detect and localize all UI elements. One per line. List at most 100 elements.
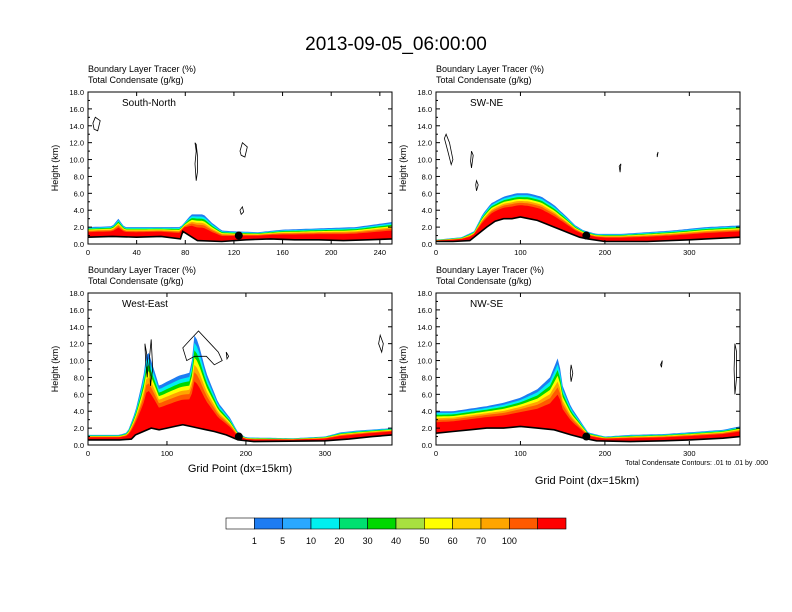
panel-title: SW-NE [470,98,503,109]
colorbar-label: 100 [502,536,517,546]
colorbar-box [367,517,397,530]
condensate-contour [149,339,154,386]
y-tick-label: 18.0 [417,88,432,97]
plot-frame [87,91,393,245]
y-axis-label: Height (km) [398,145,408,192]
y-axis-label: Height (km) [398,346,408,393]
tracer-band-6 [88,225,392,242]
x-tick-label: 120 [228,248,241,257]
x-tick-label: 0 [86,248,90,257]
colorbar-box [480,517,510,530]
colorbar-label: 70 [476,536,486,546]
y-tick-label: 0.0 [74,441,84,450]
condensate-contour [92,116,101,132]
y-tick-label: 8.0 [422,373,432,382]
condensate-contour [182,330,223,366]
y-tick-label: 18.0 [69,289,84,298]
y-tick-label: 4.0 [74,407,84,416]
y-tick-label: 10.0 [69,357,84,366]
condensate-contour [144,343,149,378]
y-tick-label: 18.0 [417,289,432,298]
colorbar-label: 50 [419,536,429,546]
fill-field-label: Boundary Layer Tracer (%) [436,64,544,74]
colorbar-box [509,517,538,530]
y-tick-label: 12.0 [69,139,84,148]
y-axis-label: Height (km) [50,346,60,393]
tracer-band-6 [436,394,740,442]
panel-nw-se: 0.0 2.0 4.0 6.0 8.0 10.0 12.0 14.0 16.0 18.0 0 100 2… [398,265,741,458]
x-axis-label-left: Grid Point (dx=15km) [188,463,292,475]
colorbar-box [225,517,255,530]
colorbar-box [537,517,567,530]
y-tick-label: 8.0 [74,172,84,181]
colorbar-box [424,517,453,530]
colorbar-box [282,517,312,530]
x-tick-label: 200 [325,248,338,257]
tracer-band-1 [436,364,740,442]
contour-note: Total Condensate Contours: .01 to .01 by… [625,460,768,467]
y-tick-label: 10.0 [69,156,84,165]
contour-field-label: Total Condensate (g/kg) [436,276,532,286]
x-tick-label: 300 [683,248,696,257]
panel-title: West-East [122,299,168,310]
tracer-band-2 [436,370,740,442]
contour-field-label: Total Condensate (g/kg) [436,75,532,85]
colorbar-label: 5 [280,536,285,546]
y-tick-label: 14.0 [69,122,84,131]
contour-field-label: Total Condensate (g/kg) [88,276,184,286]
figure-title: 2013-09-05_06:00:00 [305,34,487,55]
x-tick-label: 40 [132,248,140,257]
colorbar-label: 10 [306,536,316,546]
condensate-contour [225,351,230,361]
y-tick-label: 2.0 [422,424,432,433]
y-axis-label: Height (km) [50,145,60,192]
y-tick-label: 12.0 [417,340,432,349]
y-tick-label: 8.0 [74,373,84,382]
x-tick-label: 80 [181,248,189,257]
x-tick-label: 100 [161,449,174,458]
x-tick-label: 160 [276,248,289,257]
y-tick-label: 0.0 [422,441,432,450]
tracer-band-6 [88,381,392,442]
terrain-line [88,423,392,443]
location-marker [234,432,243,441]
x-tick-label: 100 [514,449,527,458]
location-marker [582,231,591,240]
panel-south-north: 0.0 2.0 4.0 6.0 8.0 10.0 12.0 14.0 16.0 18.0 0 40 80… [50,64,393,257]
x-tick-label: 200 [599,248,612,257]
condensate-contour [475,179,479,191]
colorbar-box [395,517,425,530]
y-tick-label: 4.0 [74,206,84,215]
x-axis-label-right: Grid Point (dx=15km) [535,475,639,487]
y-tick-label: 6.0 [74,390,84,399]
y-tick-label: 16.0 [69,306,84,315]
panel-title: NW-SE [470,299,503,310]
x-tick-label: 0 [86,449,90,458]
condensate-contour [733,343,737,395]
colorbar-label: 20 [334,536,344,546]
plot-area [436,133,740,243]
y-tick-label: 10.0 [417,156,432,165]
plot-area [88,116,392,243]
condensate-contour [660,360,663,368]
condensate-contour [470,150,474,169]
x-tick-label: 300 [319,449,332,458]
colorbar-box [310,517,340,530]
colorbar-box [452,517,482,530]
condensate-contour [239,141,248,158]
x-tick-label: 240 [374,248,387,257]
colorbar-box [254,517,283,530]
condensate-contour [443,133,454,167]
colorbar-label: 60 [448,536,458,546]
colorbar-label: 1 [252,536,257,546]
condensate-contour [656,151,659,158]
y-tick-label: 12.0 [417,139,432,148]
x-tick-label: 0 [434,449,438,458]
y-tick-label: 6.0 [422,390,432,399]
terrain-line [436,425,740,443]
condensate-contour [378,333,384,354]
y-tick-label: 6.0 [74,189,84,198]
y-tick-label: 16.0 [69,105,84,114]
y-tick-label: 16.0 [417,306,432,315]
x-tick-label: 300 [683,449,696,458]
